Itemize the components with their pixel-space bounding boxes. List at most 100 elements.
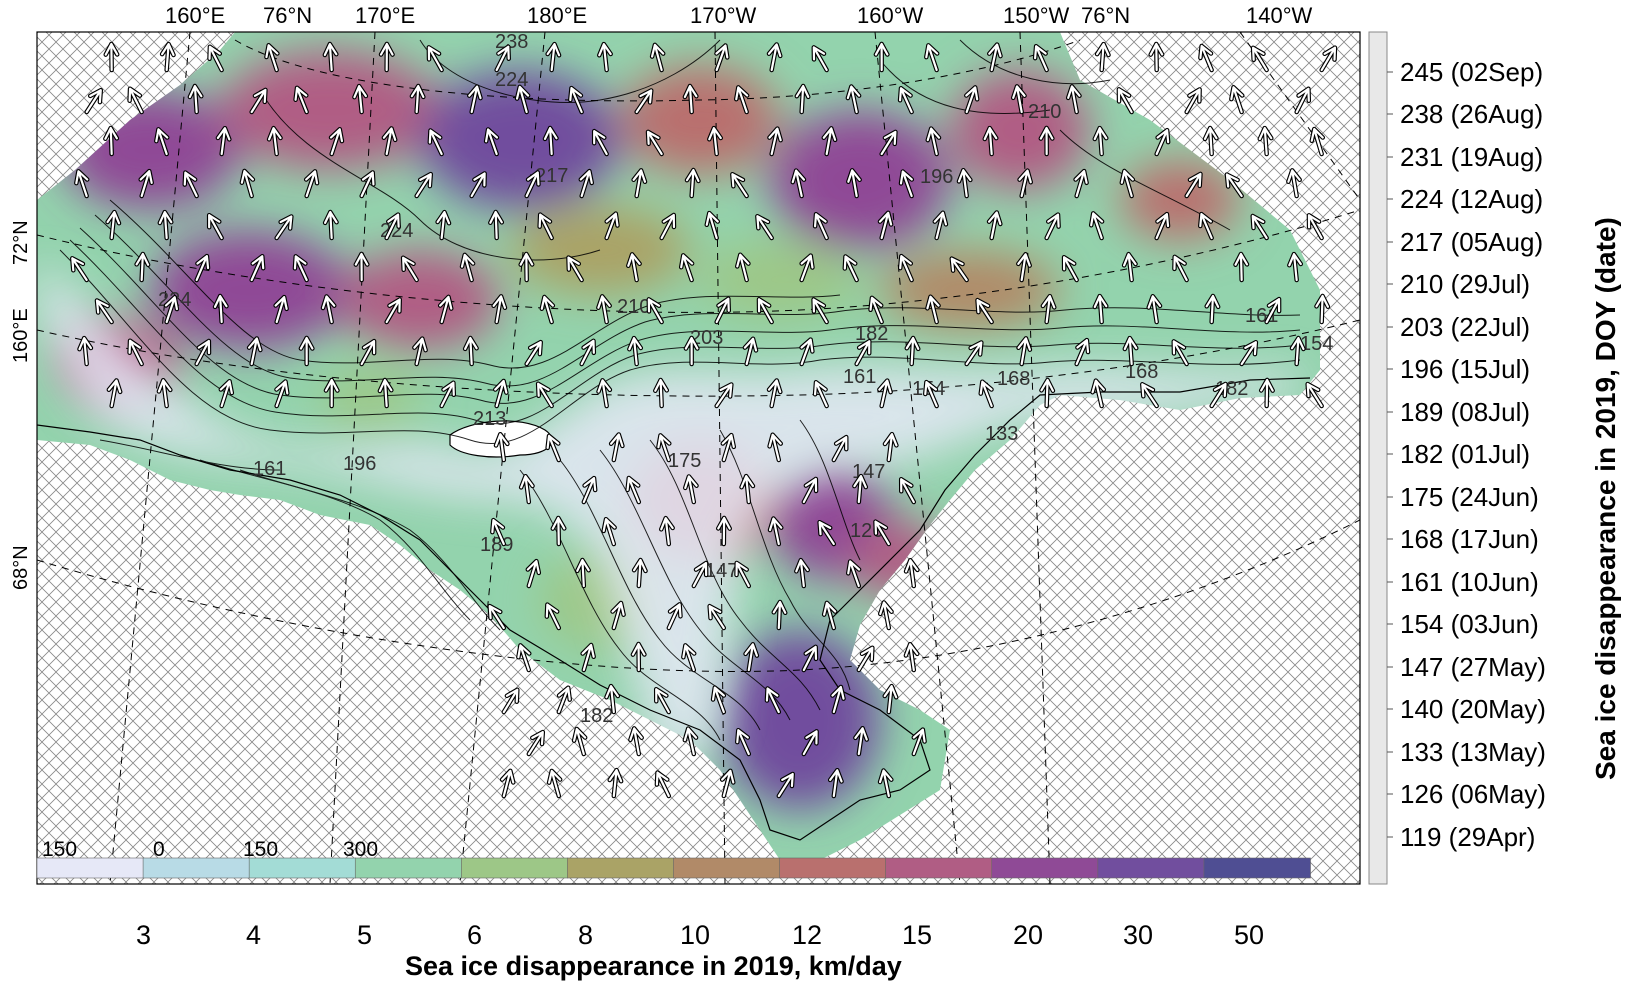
drift-arrow [571,726,588,757]
drift-arrow [627,335,644,367]
drift-arrow [830,684,846,715]
drift-arrow [581,475,598,505]
drift-arrow [239,168,256,199]
drift-arrow [134,251,151,283]
contour-label: 168 [997,368,1030,390]
drift-arrow [734,85,750,115]
drift-arrow [491,294,508,325]
drift-arrow [1073,168,1089,199]
drift-arrow [526,729,546,757]
drift-arrow [103,41,120,73]
doy-tick-label: 168 (17Jun) [1400,524,1539,554]
colorbar-label: 15 [902,920,932,950]
drift-arrow [853,726,869,757]
drift-arrow [249,254,266,283]
colorbar-segment [673,857,781,879]
drift-arrow [856,645,875,673]
drift-arrow [378,41,395,73]
drift-arrow [653,687,672,715]
drift-arrow [1016,252,1032,283]
drift-arrow [704,210,721,241]
drift-arrow [157,209,174,241]
drift-arrow [659,515,675,547]
drift-arrow [323,377,340,409]
drift-arrow [654,770,672,799]
drift-arrow [516,643,532,673]
drift-arrow [882,683,899,715]
drift-arrow [381,126,398,157]
drift-arrow [574,557,591,589]
drift-arrow [656,433,672,463]
drift-arrow [1094,41,1111,73]
drift-arrow [524,339,543,367]
drift-arrow [1233,251,1250,283]
drift-arrow [1305,381,1324,409]
drift-arrow [1038,125,1055,157]
drift-arrow [1116,87,1134,115]
drift-arrow [487,603,507,631]
drift-arrow [868,295,884,325]
scale-label: 300 [343,838,378,861]
drift-arrow [681,643,697,673]
drift-arrow [1122,335,1139,367]
drift-arrow [877,210,894,241]
drift-arrow [1039,377,1056,409]
drift-arrow [1121,251,1138,283]
drift-arrow [799,337,815,367]
drift-arrow [1287,251,1304,283]
drift-arrow [1257,125,1274,157]
drift-arrow [469,171,487,199]
contour-label: 210 [617,296,650,318]
drift-arrow [384,212,401,241]
colorbar-segment [248,857,357,879]
drift-arrow [904,335,921,367]
left-label: 68°N [10,545,32,590]
drift-arrow [1258,377,1275,409]
drift-arrow [714,382,734,409]
drift-arrow [1309,126,1326,157]
drift-arrow [1250,213,1269,241]
drift-arrow [684,167,701,199]
contour-label: 196 [343,453,376,475]
contour-label: 213 [473,408,506,430]
drift-arrow [873,519,892,547]
drift-arrow [766,42,783,73]
drift-arrow [682,474,699,505]
drift-arrow [949,256,969,283]
drift-arrow [353,251,370,283]
drift-arrow [678,253,695,283]
drift-arrow [1172,254,1189,283]
colorbar-label: 4 [246,920,261,950]
drift-arrow [776,771,795,799]
top-label: 170°W [690,3,757,28]
drift-arrow [608,432,625,463]
drift-arrow [322,209,339,241]
drift-arrow [264,43,280,73]
drift-arrow [409,83,426,115]
drift-arrow [964,340,984,367]
drift-arrow [710,685,727,715]
colorbar-segment [36,857,144,879]
contour-label: 189 [480,534,513,556]
drift-arrow [542,125,559,157]
drift-arrow [811,297,829,325]
drift-arrow [1229,85,1245,115]
drift-arrow [604,683,621,715]
drift-arrow [580,642,596,673]
drift-arrow [1184,87,1202,115]
contour-label: 182 [580,705,613,727]
drift-arrow [154,127,170,157]
colorbar-label: 30 [1123,920,1153,950]
top-label: 150°W [1003,3,1070,28]
drift-arrow [879,129,898,157]
drift-arrow [831,434,849,463]
drift-arrow [103,125,120,157]
doy-tick-label: 231 (19Aug) [1400,142,1543,172]
doy-tick-label: 238 (26Aug) [1400,99,1543,129]
drift-arrow [320,294,337,325]
drift-arrow [877,378,893,409]
drift-arrow [659,212,677,241]
doy-tick-label: 161 (10Jun) [1400,567,1539,597]
drift-arrow [212,293,229,325]
drift-arrow [707,603,727,631]
